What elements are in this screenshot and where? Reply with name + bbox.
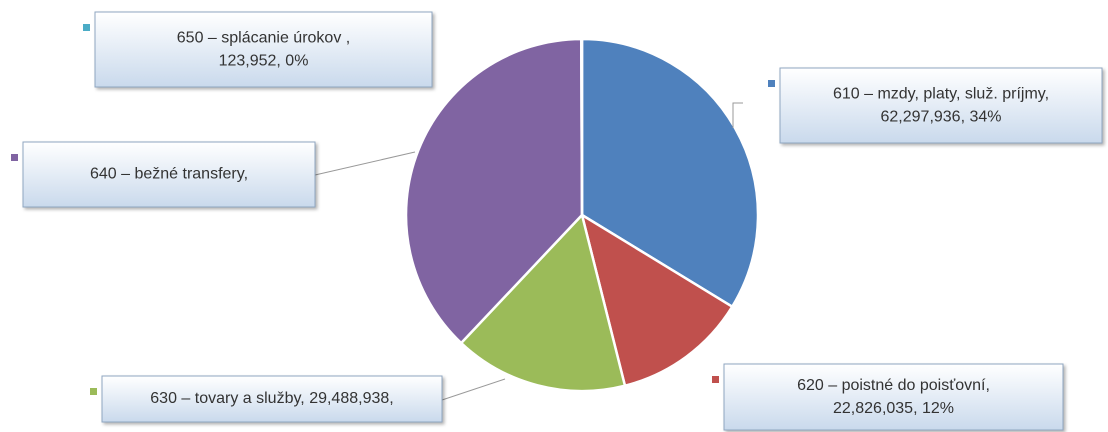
legend-marker [712, 376, 719, 383]
pie-slice [404, 37, 584, 345]
data-label-category: 650 – splácanie úrokov , [177, 30, 350, 47]
label-box [22, 141, 316, 208]
data-label-category: 610 – mzdy, platy, služ. príjmy, [833, 86, 1049, 103]
pie-slice [459, 212, 627, 393]
legend-marker [11, 154, 18, 161]
leader-line [732, 102, 743, 128]
data-label: 640 – bežné transfery, [90, 166, 248, 183]
legend-marker [83, 24, 90, 31]
leader-line [441, 378, 506, 401]
pie-slice [580, 37, 760, 309]
legend-marker [768, 80, 775, 87]
label-box [779, 67, 1103, 144]
leader-line [314, 151, 416, 176]
data-label-value: 22,826,035, 12% [833, 400, 954, 417]
label-box [723, 363, 1064, 431]
label-box [94, 11, 433, 88]
data-label: 630 – tovary a služby, 29,488,938, [150, 390, 393, 407]
data-label-category: 620 – poistné do poisťovní, [797, 377, 990, 394]
data-label-category: 630 – tovary a služby, [150, 390, 304, 407]
label-box [101, 375, 443, 423]
data-label-value: 62,297,936, 34% [881, 109, 1002, 126]
legend-marker [90, 388, 97, 395]
pie-slice [580, 37, 584, 216]
data-label-category: 640 – bežné transfery, [90, 166, 248, 183]
pie-slice [580, 212, 734, 388]
data-label-value: 29,488,938, [309, 390, 394, 407]
data-label-value: 123,952, 0% [219, 53, 309, 70]
